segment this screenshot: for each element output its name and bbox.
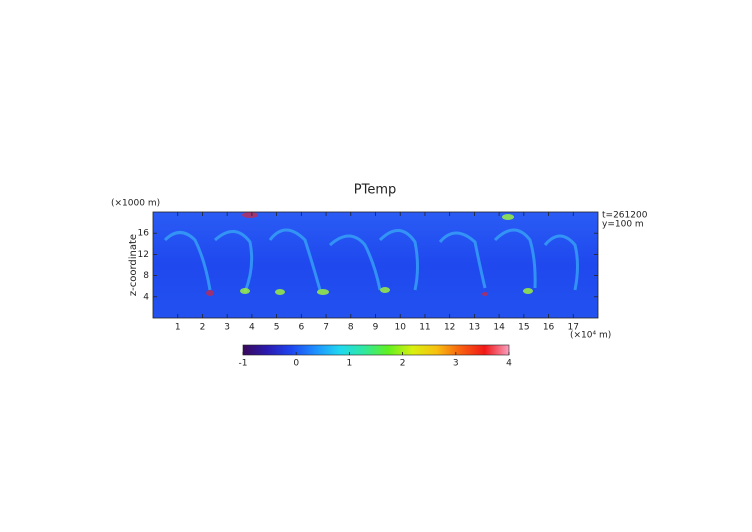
- y-axis-label: z-coordinate: [128, 234, 139, 296]
- y-unit: (×1000 m): [111, 199, 160, 209]
- x-tick-label: 10: [394, 323, 406, 333]
- x-tick-label: 11: [419, 323, 430, 333]
- colorbar: [242, 344, 510, 356]
- y-tick-label: 16: [138, 229, 150, 239]
- colorbar-tick-label: 2: [400, 359, 406, 369]
- chart-title: PTemp: [354, 183, 397, 198]
- x-tick-label: 16: [543, 323, 555, 333]
- plot-field: [153, 212, 598, 318]
- x-tick-label: 5: [274, 323, 280, 333]
- colorbar-tick-label: 0: [293, 359, 299, 369]
- colorbar-tick-label: 3: [453, 359, 459, 369]
- x-tick-label: 7: [323, 323, 329, 333]
- y-tick-label: 4: [143, 292, 149, 302]
- x-tick-label: 2: [200, 323, 206, 333]
- x-tick-label: 17: [568, 323, 579, 333]
- x-tick-label: 14: [493, 323, 505, 333]
- x-tick-label: 15: [518, 323, 529, 333]
- colorbar-tick-label: 1: [347, 359, 353, 369]
- x-tick-label: 1: [175, 323, 181, 333]
- x-tick-label: 4: [249, 323, 255, 333]
- x-tick-label: 12: [444, 323, 455, 333]
- x-tick-label: 13: [469, 323, 480, 333]
- y-tick-label: 8: [143, 271, 149, 281]
- x-tick-label: 6: [298, 323, 304, 333]
- colorbar-tick-label: -1: [239, 359, 248, 369]
- x-unit: (×10⁴ m): [570, 331, 611, 341]
- annotation: y=100 m: [602, 220, 644, 230]
- x-tick-label: 3: [224, 323, 230, 333]
- x-tick-label: 8: [348, 323, 354, 333]
- x-tick-label: 9: [373, 323, 379, 333]
- colorbar-tick-label: 4: [506, 359, 512, 369]
- y-tick-label: 12: [138, 250, 149, 260]
- annotation: t=261200: [602, 211, 648, 221]
